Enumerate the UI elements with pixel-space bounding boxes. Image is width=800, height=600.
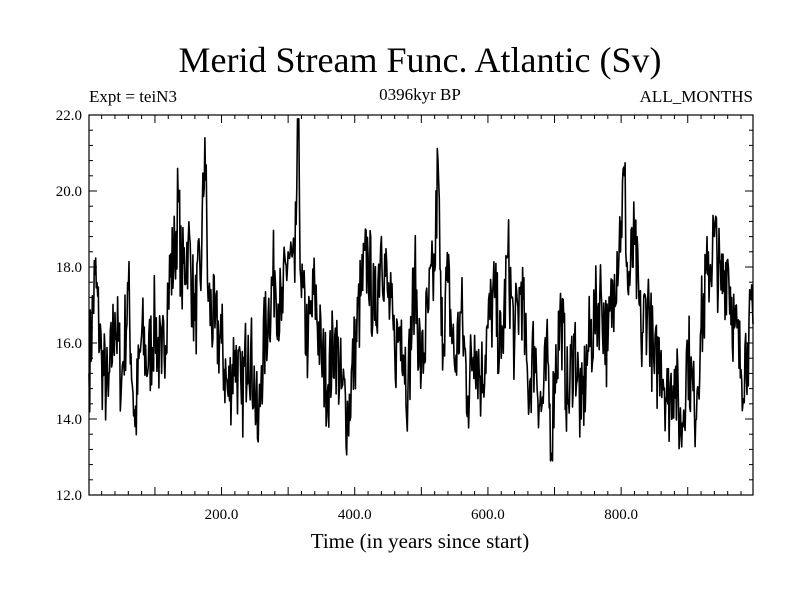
- y-tick-label: 16.0: [56, 336, 82, 352]
- series-line: [88, 118, 754, 462]
- plot-frame: [88, 114, 754, 496]
- y-tick-label: 22.0: [56, 108, 82, 124]
- chart-title: Merid Stream Func. Atlantic (Sv): [179, 40, 662, 80]
- experiment-label: Expt = teiN3: [89, 87, 177, 106]
- y-tick-label: 18.0: [56, 260, 82, 276]
- x-tick-label: 800.0: [604, 507, 638, 523]
- y-tick-label: 14.0: [56, 412, 82, 428]
- x-axis-label: Time (in years since start): [311, 529, 530, 553]
- chart-subtitle: 0396kyr BP: [379, 85, 461, 104]
- plot-area: 200.0 400.0 600.0 800.0 12.0 14.0 16.0 18.0 20.0…: [56, 108, 754, 523]
- period-label: ALL_MONTHS: [640, 87, 753, 106]
- x-tick-label: 600.0: [471, 507, 505, 523]
- x-tick-label: 200.0: [205, 507, 239, 523]
- y-tick-label: 20.0: [56, 184, 82, 200]
- x-tick-label: 400.0: [338, 507, 372, 523]
- y-tick-label: 12.0: [56, 488, 82, 504]
